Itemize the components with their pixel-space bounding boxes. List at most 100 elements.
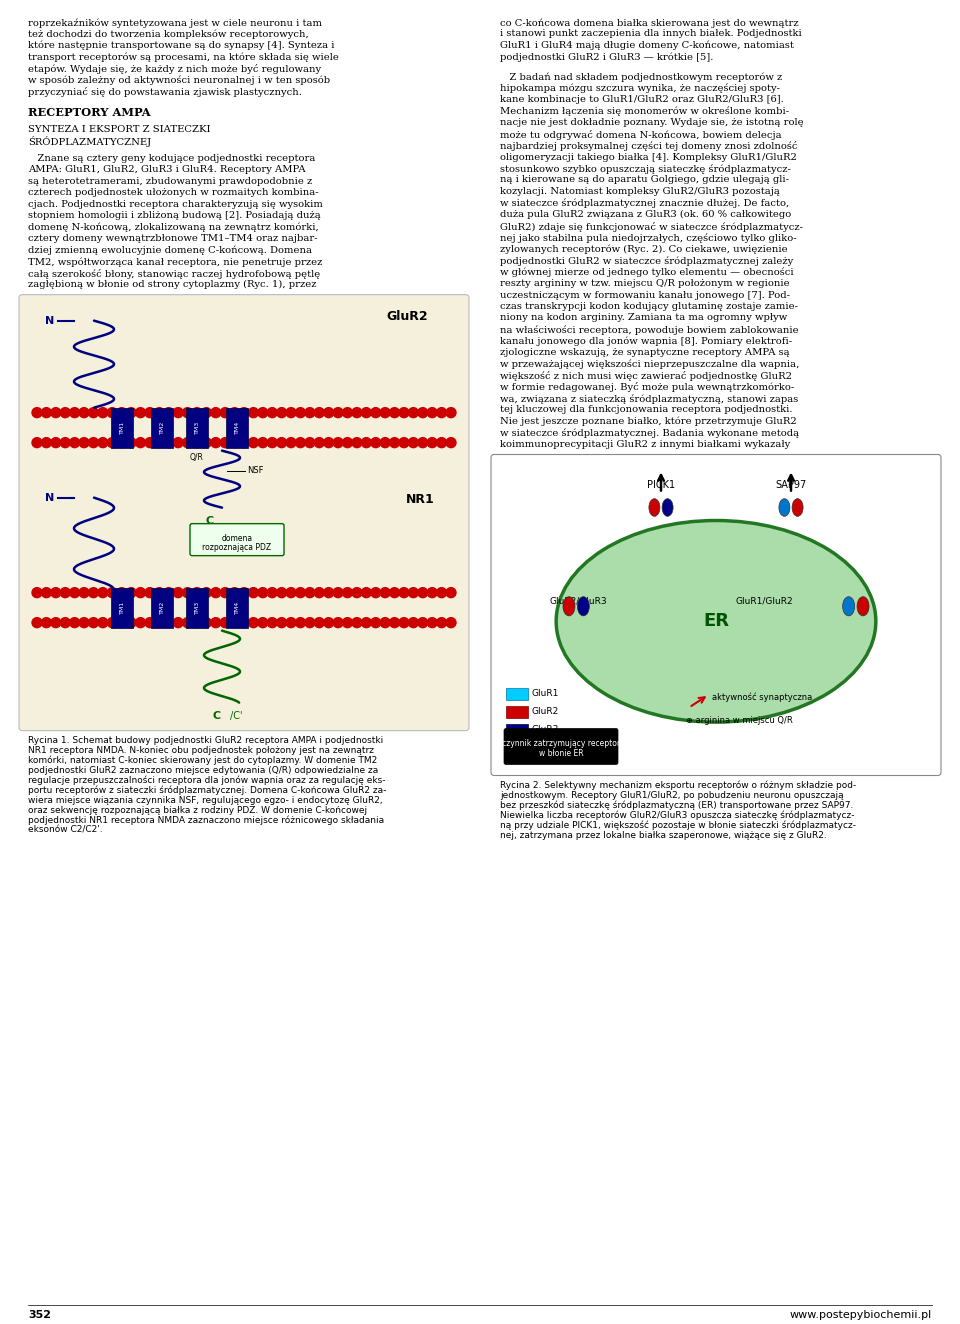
Circle shape xyxy=(211,588,221,597)
Circle shape xyxy=(41,588,52,597)
Circle shape xyxy=(192,618,202,628)
FancyBboxPatch shape xyxy=(19,295,469,731)
Text: /C': /C' xyxy=(230,711,243,720)
Text: rozpoznająca PDZ: rozpoznająca PDZ xyxy=(203,543,272,552)
Circle shape xyxy=(276,438,287,448)
Text: transport receptorów są procesami, na które składa się wiele: transport receptorów są procesami, na kt… xyxy=(28,53,339,62)
Circle shape xyxy=(249,618,258,628)
Circle shape xyxy=(229,438,240,448)
Circle shape xyxy=(314,618,324,628)
Text: wa, związana z siateczką śródplazmatyczną, stanowi zapas: wa, związana z siateczką śródplazmatyczn… xyxy=(500,395,799,404)
Circle shape xyxy=(361,618,372,628)
Circle shape xyxy=(155,618,164,628)
Circle shape xyxy=(135,408,146,417)
Circle shape xyxy=(446,438,456,448)
Text: kane kombinacje to GluR1/GluR2 oraz GluR2/GluR3 [6].: kane kombinacje to GluR1/GluR2 oraz GluR… xyxy=(500,95,783,105)
Ellipse shape xyxy=(779,499,790,516)
Bar xyxy=(506,687,528,699)
Text: w siateczce śródplazmatycznej. Badania wykonane metodą: w siateczce śródplazmatycznej. Badania w… xyxy=(500,429,799,438)
Circle shape xyxy=(202,408,211,417)
Circle shape xyxy=(239,588,249,597)
Text: Rycina 1. Schemat budowy podjednostki GluR2 receptora AMPA i podjednostki: Rycina 1. Schemat budowy podjednostki Gl… xyxy=(28,736,383,744)
Text: w siateczce śródplazmatycznej znacznie dłużej. De facto,: w siateczce śródplazmatycznej znacznie d… xyxy=(500,199,789,208)
Circle shape xyxy=(399,618,409,628)
Text: cztery domeny wewnątrzbłonowe TM1–TM4 oraz najbar-: cztery domeny wewnątrzbłonowe TM1–TM4 or… xyxy=(28,234,318,244)
Text: większość z nich musi więc zawierać podjednostkę GluR2: większość z nich musi więc zawierać podj… xyxy=(500,371,792,381)
Text: TM1: TM1 xyxy=(119,421,125,434)
Text: portu receptorów z siateczki śródplazmatycznej. Domena C-końcowa GluR2 za-: portu receptorów z siateczki śródplazmat… xyxy=(28,785,386,796)
Circle shape xyxy=(371,408,381,417)
Circle shape xyxy=(126,618,136,628)
Circle shape xyxy=(220,618,230,628)
Circle shape xyxy=(408,618,419,628)
Text: ER: ER xyxy=(703,612,729,630)
Text: kanału jonowego dla jonów wapnia [8]. Pomiary elektrofi-: kanału jonowego dla jonów wapnia [8]. Po… xyxy=(500,336,792,346)
Circle shape xyxy=(32,618,42,628)
Circle shape xyxy=(117,408,127,417)
Text: NR1 receptora NMDA. N-koniec obu podjednostek położony jest na zewnątrz: NR1 receptora NMDA. N-koniec obu podjedn… xyxy=(28,745,374,755)
Text: TM4: TM4 xyxy=(234,421,239,434)
Text: oligomeryzacji takiego białka [4]. Kompleksy GluR1/GluR2: oligomeryzacji takiego białka [4]. Kompl… xyxy=(500,152,797,162)
Text: 352: 352 xyxy=(28,1309,51,1320)
Circle shape xyxy=(32,438,42,448)
Circle shape xyxy=(314,588,324,597)
Circle shape xyxy=(249,588,258,597)
Text: GluR1/GluR2: GluR1/GluR2 xyxy=(735,597,793,605)
Circle shape xyxy=(98,438,108,448)
Text: roprzekaźników syntetyzowana jest w ciele neuronu i tam: roprzekaźników syntetyzowana jest w ciel… xyxy=(28,19,322,28)
Text: podjednostki NR1 receptora NMDA zaznaczono miejsce różnicowego składania: podjednostki NR1 receptora NMDA zaznaczo… xyxy=(28,816,384,825)
Circle shape xyxy=(296,408,305,417)
Text: zylowanych receptorów (Ryc. 2). Co ciekawe, uwięzienie: zylowanych receptorów (Ryc. 2). Co cieka… xyxy=(500,245,787,254)
Text: zjologiczne wskazują, że synaptyczne receptory AMPA są: zjologiczne wskazują, że synaptyczne rec… xyxy=(500,348,790,357)
Circle shape xyxy=(88,408,99,417)
Circle shape xyxy=(305,588,315,597)
Circle shape xyxy=(182,618,193,628)
Circle shape xyxy=(126,588,136,597)
Text: komórki, natomiast C-koniec skierowany jest do cytoplazmy. W domenie TM2: komórki, natomiast C-koniec skierowany j… xyxy=(28,756,377,765)
Bar xyxy=(226,588,248,628)
Circle shape xyxy=(446,408,456,417)
Circle shape xyxy=(361,588,372,597)
Text: TM3: TM3 xyxy=(195,601,200,614)
Text: etapów. Wydaje się, że każdy z nich może być regulowany: etapów. Wydaje się, że każdy z nich może… xyxy=(28,64,322,74)
Circle shape xyxy=(79,438,89,448)
Circle shape xyxy=(135,438,146,448)
Circle shape xyxy=(98,618,108,628)
Text: TM2: TM2 xyxy=(159,601,164,614)
Circle shape xyxy=(408,438,419,448)
Text: domena: domena xyxy=(222,534,252,543)
Text: RECEPTORY AMPA: RECEPTORY AMPA xyxy=(28,106,151,118)
Text: czterech podjednostek ułożonych w rozmaitych kombina-: czterech podjednostek ułożonych w rozmai… xyxy=(28,188,319,197)
Circle shape xyxy=(399,588,409,597)
Circle shape xyxy=(220,408,230,417)
Circle shape xyxy=(70,618,80,628)
Circle shape xyxy=(380,408,390,417)
Circle shape xyxy=(399,438,409,448)
Text: domenę N-końcową, zlokalizowaną na zewnątrz komórki,: domenę N-końcową, zlokalizowaną na zewną… xyxy=(28,222,319,232)
Circle shape xyxy=(286,438,296,448)
Circle shape xyxy=(399,408,409,417)
Circle shape xyxy=(60,408,70,417)
Circle shape xyxy=(164,618,174,628)
Bar xyxy=(506,723,528,736)
Text: ną przy udziale PICK1, większość pozostaje w błonie siateczki śródplazmatycz-: ną przy udziale PICK1, większość pozosta… xyxy=(500,821,856,830)
Text: AMPA: GluR1, GluR2, GluR3 i GluR4. Receptory AMPA: AMPA: GluR1, GluR2, GluR3 i GluR4. Recep… xyxy=(28,166,305,175)
Circle shape xyxy=(446,588,456,597)
Text: C: C xyxy=(205,515,214,526)
Circle shape xyxy=(343,588,352,597)
Circle shape xyxy=(343,408,352,417)
Circle shape xyxy=(211,618,221,628)
Circle shape xyxy=(258,588,268,597)
Circle shape xyxy=(390,438,399,448)
Circle shape xyxy=(305,618,315,628)
Circle shape xyxy=(239,408,249,417)
Bar xyxy=(111,588,133,628)
Text: aktywność synaptyczna: aktywność synaptyczna xyxy=(712,692,812,702)
Text: ną i kierowane są do aparatu Golgiego, gdzie ulegają gli-: ną i kierowane są do aparatu Golgiego, g… xyxy=(500,176,789,184)
FancyBboxPatch shape xyxy=(491,454,941,776)
Circle shape xyxy=(79,618,89,628)
Circle shape xyxy=(267,588,277,597)
Text: w formie redagowanej. Być może pula wewnątrzkomórko-: w formie redagowanej. Być może pula wewn… xyxy=(500,383,794,392)
Circle shape xyxy=(267,438,277,448)
Text: stosunkowo szybko opuszczają siateczkę śródplazmatycz-: stosunkowo szybko opuszczają siateczkę ś… xyxy=(500,164,791,173)
